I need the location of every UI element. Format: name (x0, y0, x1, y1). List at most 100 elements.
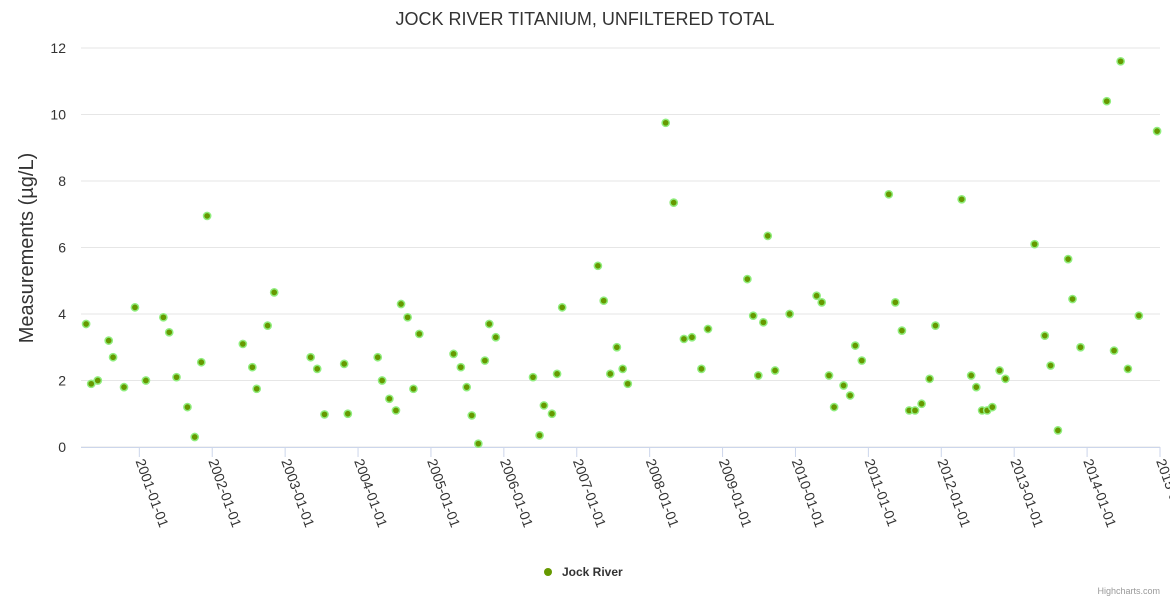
data-point[interactable] (987, 402, 997, 412)
data-point[interactable] (910, 406, 920, 415)
data-point[interactable] (1076, 342, 1085, 352)
data-point[interactable] (1030, 239, 1039, 249)
data-point[interactable] (391, 406, 401, 415)
data-point[interactable] (247, 362, 257, 372)
data-point[interactable] (306, 352, 316, 362)
data-point[interactable] (130, 303, 140, 312)
data-point[interactable] (462, 382, 472, 392)
data-point[interactable] (995, 366, 1004, 375)
data-point[interactable] (183, 402, 192, 412)
data-point[interactable] (449, 349, 458, 359)
data-point[interactable] (396, 299, 406, 309)
data-point[interactable] (238, 339, 248, 349)
data-point[interactable] (966, 371, 976, 380)
data-point[interactable] (202, 211, 212, 221)
data-point[interactable] (812, 291, 821, 301)
data-point[interactable] (414, 329, 424, 339)
data-point[interactable] (480, 356, 490, 365)
data-point[interactable] (172, 372, 181, 382)
data-point[interactable] (104, 336, 114, 345)
data-point[interactable] (473, 439, 483, 449)
data-point[interactable] (971, 382, 981, 392)
legend[interactable]: Jock River (544, 565, 623, 579)
data-point[interactable] (917, 399, 926, 409)
data-point[interactable] (528, 372, 538, 382)
data-point[interactable] (743, 274, 752, 284)
data-point[interactable] (1152, 126, 1162, 136)
data-point[interactable] (850, 341, 860, 350)
data-point[interactable] (845, 391, 855, 400)
data-point[interactable] (1063, 254, 1073, 264)
data-point[interactable] (557, 303, 567, 312)
legend-item-jock-river[interactable]: Jock River (562, 565, 623, 579)
data-point[interactable] (599, 296, 609, 306)
data-point[interactable] (164, 327, 174, 337)
data-point[interactable] (1123, 364, 1133, 374)
data-point[interactable] (829, 402, 839, 412)
data-point[interactable] (897, 326, 907, 335)
data-point[interactable] (377, 376, 387, 385)
data-point[interactable] (857, 356, 867, 365)
data-point[interactable] (196, 357, 206, 367)
data-point[interactable] (763, 231, 773, 241)
data-point[interactable] (669, 198, 679, 207)
data-point[interactable] (759, 317, 768, 327)
data-point[interactable] (753, 371, 763, 380)
data-point[interactable] (547, 409, 557, 419)
data-point[interactable] (108, 352, 118, 362)
data-point[interactable] (824, 371, 834, 380)
data-point[interactable] (817, 298, 827, 307)
data-point[interactable] (612, 342, 622, 352)
data-point[interactable] (661, 118, 671, 128)
data-point[interactable] (687, 332, 697, 342)
data-point[interactable] (623, 379, 633, 389)
data-point[interactable] (263, 321, 272, 330)
data-point[interactable] (1068, 294, 1077, 304)
data-point[interactable] (1001, 374, 1010, 384)
data-point[interactable] (552, 369, 562, 379)
data-point[interactable] (703, 324, 713, 334)
data-point[interactable] (535, 431, 544, 440)
data-point[interactable] (159, 312, 168, 322)
data-point[interactable] (141, 376, 151, 385)
credits-link[interactable]: Highcharts.com (1097, 586, 1160, 596)
data-point[interactable] (839, 381, 848, 390)
data-point[interactable] (593, 261, 603, 271)
data-point[interactable] (884, 189, 894, 199)
data-point[interactable] (697, 364, 706, 374)
data-point[interactable] (190, 432, 200, 442)
data-point[interactable] (339, 359, 349, 369)
data-point[interactable] (891, 298, 900, 307)
data-point[interactable] (679, 334, 689, 344)
data-point[interactable] (403, 312, 412, 322)
data-point[interactable] (252, 384, 262, 394)
data-point[interactable] (605, 369, 615, 379)
data-point[interactable] (1116, 56, 1125, 66)
data-point[interactable] (269, 288, 279, 297)
data-point[interactable] (484, 319, 494, 329)
data-point[interactable] (539, 401, 549, 410)
data-point[interactable] (748, 311, 758, 321)
data-point[interactable] (409, 384, 418, 394)
data-point[interactable] (618, 364, 628, 374)
data-point[interactable] (93, 376, 103, 385)
data-point[interactable] (81, 319, 91, 329)
data-point[interactable] (931, 321, 940, 330)
data-point[interactable] (925, 374, 934, 384)
data-point[interactable] (1040, 331, 1050, 340)
data-point[interactable] (312, 364, 322, 374)
data-point[interactable] (1102, 96, 1112, 106)
data-point[interactable] (86, 379, 96, 389)
data-point[interactable] (957, 194, 967, 204)
data-point[interactable] (1134, 311, 1144, 321)
data-point[interactable] (1046, 361, 1055, 370)
data-point[interactable] (467, 411, 477, 420)
data-point[interactable] (385, 394, 394, 404)
data-point[interactable] (119, 382, 129, 392)
data-point[interactable] (770, 366, 780, 375)
data-point[interactable] (373, 352, 383, 362)
data-point[interactable] (1053, 426, 1063, 435)
data-point[interactable] (491, 332, 501, 342)
data-point[interactable] (1109, 346, 1119, 355)
data-point[interactable] (343, 409, 353, 419)
